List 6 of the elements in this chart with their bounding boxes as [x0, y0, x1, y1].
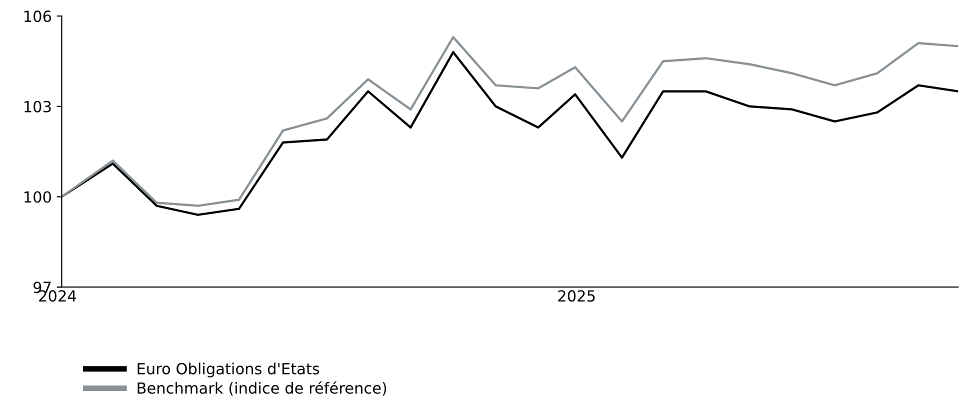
y-tick-label: 106	[24, 10, 52, 22]
y-tick-label: 103	[24, 100, 51, 112]
legend-label: Benchmark (indice de référence)	[138, 381, 386, 396]
x-tick-label: 2025	[558, 290, 595, 302]
legend-label: Euro Obligations d'Etats	[138, 362, 320, 378]
y-tick-label: 100	[24, 191, 51, 203]
